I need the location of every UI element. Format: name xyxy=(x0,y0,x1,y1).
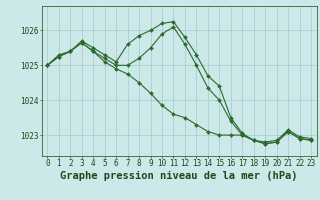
X-axis label: Graphe pression niveau de la mer (hPa): Graphe pression niveau de la mer (hPa) xyxy=(60,171,298,181)
